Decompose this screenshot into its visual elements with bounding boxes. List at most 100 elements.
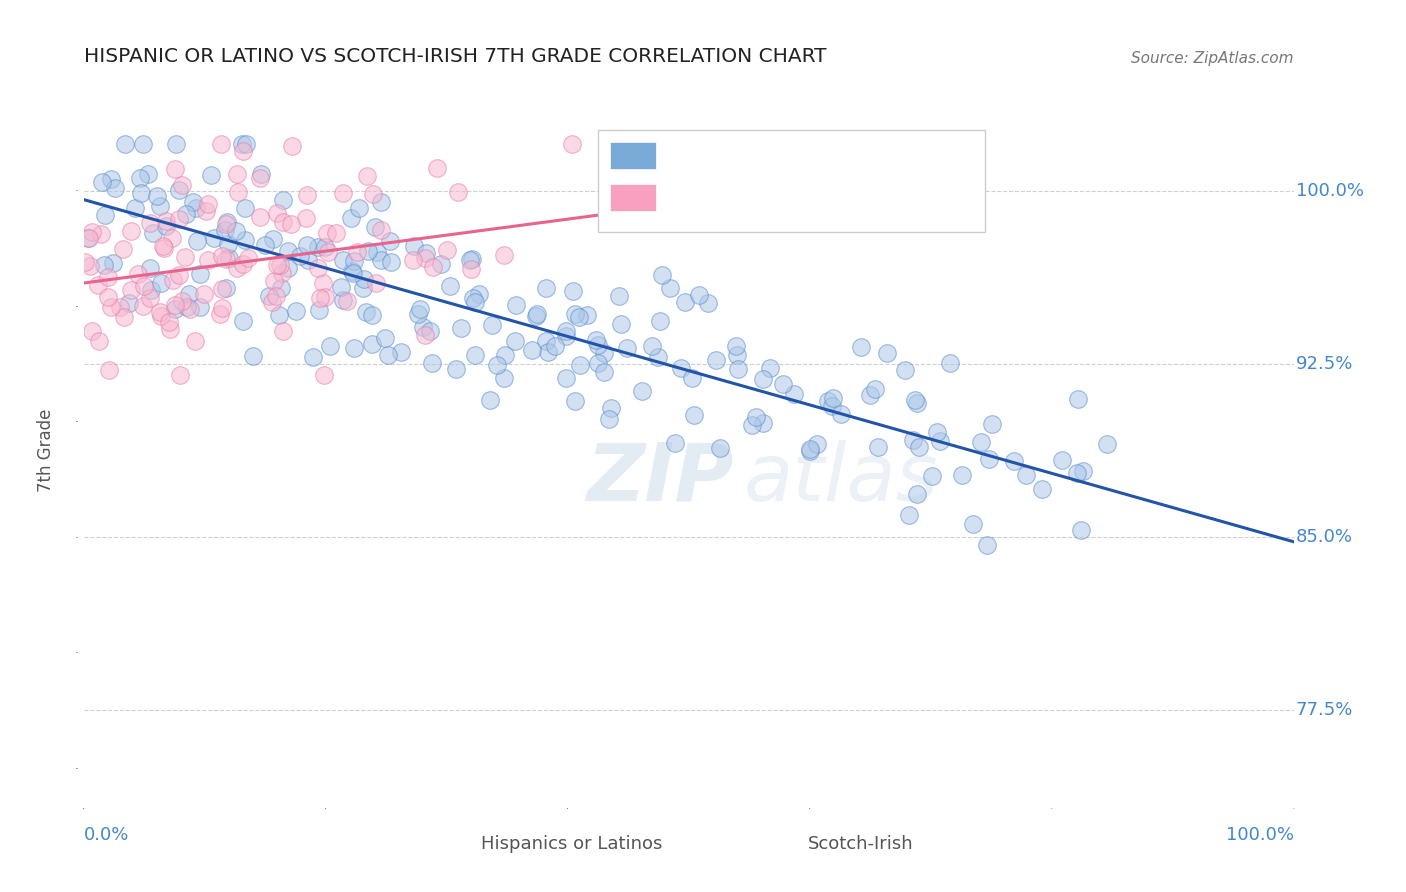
Point: [214, 252, 236, 267]
Point: [100, 172, 122, 186]
Point: [640, 339, 662, 353]
Point: [160, 230, 183, 244]
Point: [152, 238, 174, 252]
Point: [132, 299, 155, 313]
Point: [380, 235, 402, 249]
Point: [225, 167, 247, 181]
Point: [170, 178, 193, 192]
Point: [114, 137, 136, 152]
Point: [1014, 467, 1036, 482]
Point: [439, 279, 461, 293]
Point: [111, 242, 134, 256]
Point: [969, 434, 991, 449]
Point: [297, 252, 319, 267]
Point: [364, 276, 387, 290]
Point: [863, 382, 886, 396]
Point: [894, 363, 917, 377]
Point: [360, 308, 382, 322]
Point: [149, 199, 172, 213]
Point: [138, 167, 160, 181]
Point: [422, 260, 444, 274]
Point: [859, 387, 882, 401]
Point: [610, 317, 633, 331]
Text: Scotch-Irish: Scotch-Irish: [807, 835, 912, 853]
Point: [264, 289, 287, 303]
Point: [271, 194, 294, 208]
FancyBboxPatch shape: [610, 184, 657, 211]
Point: [391, 345, 413, 359]
Point: [270, 266, 292, 280]
Point: [741, 417, 763, 432]
Point: [555, 324, 578, 338]
Point: [1002, 454, 1025, 468]
Point: [215, 218, 238, 232]
Point: [704, 352, 727, 367]
Point: [568, 359, 591, 373]
Point: [232, 257, 254, 271]
Point: [725, 339, 748, 353]
Point: [325, 226, 347, 240]
Text: 77.5%: 77.5%: [1296, 701, 1354, 719]
Point: [75, 254, 97, 268]
Point: [830, 408, 852, 422]
Point: [588, 338, 610, 352]
Point: [169, 368, 191, 383]
Point: [356, 169, 378, 184]
Point: [146, 188, 169, 202]
Point: [90, 227, 112, 241]
Point: [544, 339, 567, 353]
Point: [179, 302, 201, 317]
Point: [93, 259, 115, 273]
Point: [108, 300, 131, 314]
Point: [138, 260, 160, 275]
Point: [167, 211, 190, 226]
Point: [851, 340, 873, 354]
Point: [444, 362, 467, 376]
Point: [149, 305, 172, 319]
Point: [752, 416, 775, 430]
Point: [575, 308, 598, 322]
Point: [211, 282, 233, 296]
Point: [650, 314, 672, 328]
Point: [269, 308, 291, 322]
Point: [277, 260, 299, 275]
Point: [772, 377, 794, 392]
Point: [138, 291, 160, 305]
Point: [593, 365, 616, 379]
Point: [1067, 392, 1090, 406]
Point: [526, 307, 548, 321]
Point: [346, 245, 368, 260]
Point: [534, 334, 557, 348]
Point: [188, 268, 211, 282]
Point: [307, 239, 329, 253]
Point: [377, 348, 399, 362]
Point: [77, 231, 100, 245]
Point: [806, 436, 828, 450]
Point: [90, 175, 112, 189]
Point: [962, 517, 984, 532]
Point: [598, 411, 620, 425]
Point: [461, 291, 484, 305]
Point: [79, 230, 101, 244]
Point: [799, 442, 821, 457]
Point: [468, 287, 491, 301]
Point: [211, 249, 233, 263]
Point: [332, 293, 354, 307]
Point: [419, 324, 441, 338]
Point: [361, 187, 384, 202]
Point: [783, 386, 806, 401]
Point: [534, 281, 557, 295]
Point: [727, 362, 749, 376]
Text: 100.0%: 100.0%: [1296, 182, 1364, 200]
Point: [404, 239, 426, 253]
Point: [307, 261, 329, 276]
Text: atlas: atlas: [744, 440, 938, 517]
Point: [413, 327, 436, 342]
Point: [370, 194, 392, 209]
Point: [149, 276, 172, 290]
Point: [555, 328, 578, 343]
Point: [1050, 453, 1073, 467]
Point: [1031, 483, 1053, 497]
Point: [270, 281, 292, 295]
Point: [758, 361, 780, 376]
